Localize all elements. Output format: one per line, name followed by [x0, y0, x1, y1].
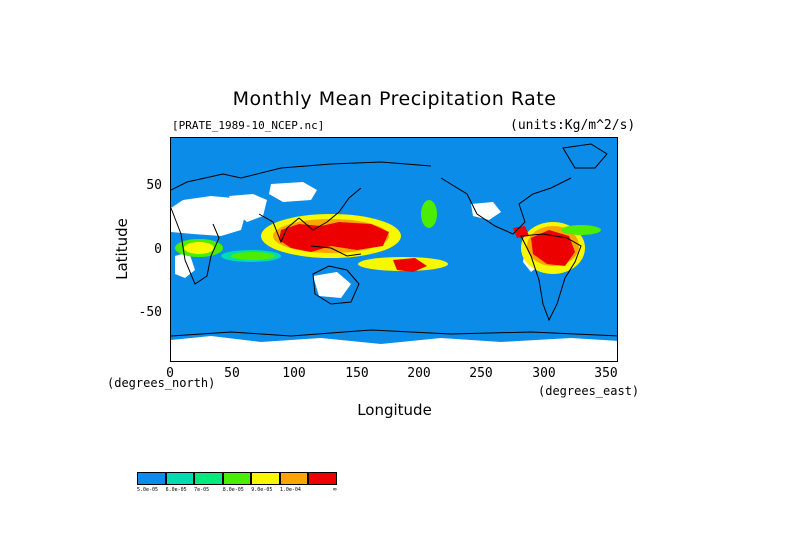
amazon-heavy-rain	[531, 230, 575, 266]
north-pacific-green-band	[421, 200, 437, 228]
legend-swatch	[279, 472, 309, 485]
legend-swatch	[194, 472, 223, 485]
antarctica-dry-region	[171, 336, 617, 361]
south-america-coastline	[520, 233, 582, 322]
legend-label: 8.0e-05	[222, 487, 244, 493]
europe-coastline	[171, 173, 242, 191]
heavy-precipitation	[279, 222, 575, 272]
x-tick-0: 0	[166, 366, 174, 381]
central-america-heavy-rain	[513, 226, 529, 238]
x-axis-label: Longitude	[357, 401, 432, 419]
y-tick-minus-50: -50	[138, 305, 162, 320]
arabia-dry-region	[229, 194, 267, 222]
dry-regions	[171, 182, 617, 361]
sahara-dry-region	[171, 196, 246, 236]
x-tick-350: 350	[594, 366, 618, 381]
africa-coastline	[171, 207, 220, 285]
legend-swatch	[165, 472, 195, 485]
color-legend: 5.0e-05 6.0e-05 7e-05 8.0e-05 9.0e-05 1.0e-04…	[137, 472, 337, 493]
file-label: [PRATE_1989-10_NCEP.nc]	[172, 119, 325, 132]
africa-yellow-band	[184, 242, 214, 254]
legend-end-label: ∞	[333, 486, 337, 493]
india-coastline	[258, 213, 300, 244]
legend-swatch	[308, 472, 337, 485]
units-label: (units:Kg/m^2/s)	[510, 118, 636, 133]
legend-label: 1.0e-04	[279, 487, 301, 493]
precipitation-map	[170, 137, 618, 362]
indonesia-coastline	[310, 245, 362, 257]
atlantic-green-band	[561, 225, 601, 235]
x-tick-200: 200	[407, 366, 431, 381]
map-plot-area	[171, 143, 617, 361]
x-tick-250: 250	[469, 366, 493, 381]
asia-coastline	[240, 161, 432, 179]
y-tick-0: 0	[154, 242, 162, 257]
indian-ocean-yellow-band	[231, 252, 275, 260]
central-pacific-heavy-rain	[393, 258, 427, 272]
legend-label: 6.0e-05	[165, 487, 187, 493]
central-asia-dry-region	[269, 182, 317, 202]
east-asia-coastline	[298, 187, 362, 231]
x-tick-150: 150	[345, 366, 369, 381]
maritime-continent-heavy-rain	[279, 222, 389, 252]
y-axis-units: (degrees_north)	[107, 376, 216, 390]
x-axis-units: (degrees_east)	[538, 384, 640, 398]
australia-coastline	[312, 265, 360, 305]
map-title: Monthly Mean Precipitation Rate	[232, 88, 557, 110]
north-america-coastline	[440, 177, 572, 235]
legend-label: 7e-05	[194, 487, 210, 493]
y-tick-50: 50	[146, 178, 162, 193]
legend-swatch	[137, 472, 166, 485]
coastlines	[171, 143, 617, 337]
legend-label: 5.0e-05	[137, 487, 159, 493]
legend-label: 9.0e-05	[251, 487, 273, 493]
antarctica-coastline	[171, 329, 617, 337]
legend-swatch	[251, 472, 280, 485]
x-tick-100: 100	[282, 366, 306, 381]
x-tick-50: 50	[224, 366, 240, 381]
greenland-coastline	[562, 143, 608, 169]
legend-swatch	[222, 472, 252, 485]
x-tick-300: 300	[532, 366, 556, 381]
australia-dry-region	[313, 272, 351, 298]
